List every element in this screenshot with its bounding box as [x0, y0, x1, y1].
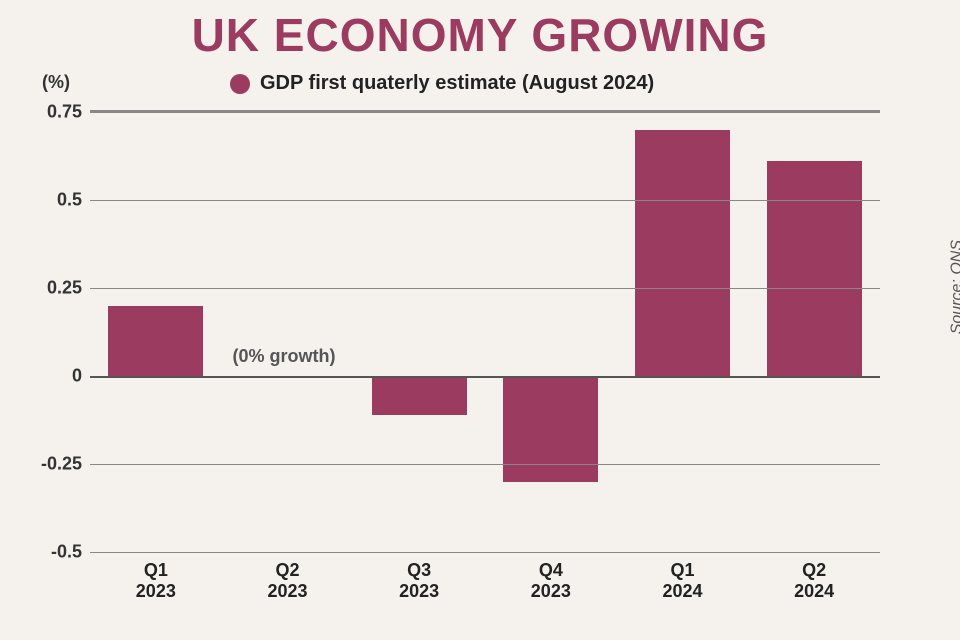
gridline — [90, 552, 880, 553]
gridline — [90, 112, 880, 113]
gridline — [90, 288, 880, 289]
zero-line — [90, 376, 880, 378]
bar-annotation: (0% growth) — [233, 346, 336, 367]
legend-marker-icon — [230, 74, 250, 94]
legend: GDP first quaterly estimate (August 2024… — [230, 72, 654, 95]
chart-title: UK ECONOMY GROWING — [0, 8, 960, 62]
x-tick-label: Q12023 — [90, 560, 222, 601]
bar — [767, 161, 862, 376]
x-tick-label: Q22023 — [222, 560, 354, 601]
y-tick-label: 0.25 — [47, 278, 90, 299]
y-tick-label: -0.25 — [41, 454, 90, 475]
y-tick-label: -0.5 — [51, 542, 90, 563]
plot-area: -0.5-0.2500.250.50.75(0% growth) — [90, 110, 880, 552]
bar — [635, 130, 730, 376]
bar — [503, 376, 598, 482]
y-axis-unit: (%) — [42, 72, 70, 93]
bars-layer — [90, 112, 880, 552]
gridline — [90, 464, 880, 465]
legend-text: GDP first quaterly estimate (August 2024… — [260, 72, 654, 95]
y-tick-label: 0 — [72, 366, 90, 387]
bar — [108, 306, 203, 376]
x-tick-label: Q22024 — [748, 560, 880, 601]
bar — [372, 376, 467, 415]
x-tick-label: Q32023 — [353, 560, 485, 601]
gridline — [90, 200, 880, 201]
y-tick-label: 0.5 — [57, 190, 90, 211]
x-tick-label: Q42023 — [485, 560, 617, 601]
x-tick-label: Q12024 — [617, 560, 749, 601]
chart-container: UK ECONOMY GROWING (%) GDP first quaterl… — [0, 0, 960, 640]
source-credit: Source: ONS — [948, 240, 960, 334]
y-tick-label: 0.75 — [47, 102, 90, 123]
